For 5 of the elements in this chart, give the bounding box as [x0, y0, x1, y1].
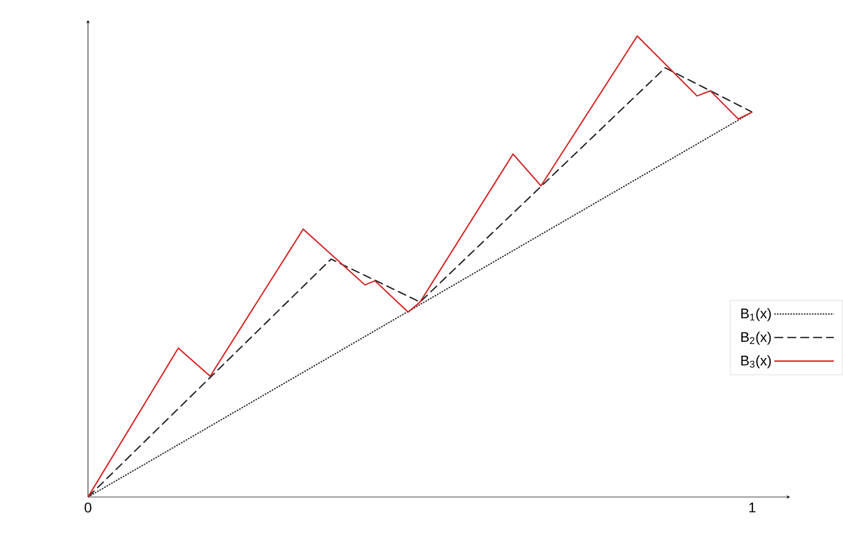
legend-label: B$_{2}$(x) — [741, 332, 771, 345]
x-tick-label: 0 — [84, 502, 92, 513]
x-tick-label: 1 — [749, 502, 756, 512]
legend-label: B$_{3}$(x) — [741, 355, 771, 368]
legend-label: B$_{1}$(x) — [741, 308, 771, 322]
